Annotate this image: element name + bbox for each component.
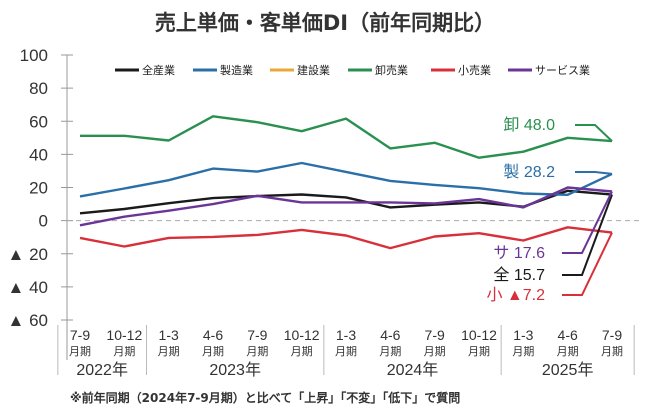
y-tick-label: 80 <box>29 79 48 98</box>
series-line <box>79 161 613 198</box>
y-tick-label: 0 <box>39 212 48 231</box>
x-tick-label: 1-3 <box>159 327 179 343</box>
axes: 100 80 60 40 20 0 ▲ 20 ▲ 40 ▲ 60 <box>8 46 640 360</box>
x-tick-label: 7-9 <box>247 327 267 343</box>
year-label: 2023年 <box>209 361 261 379</box>
x-tick-label: 1-3 <box>336 327 356 343</box>
leader-line <box>575 171 613 175</box>
footnote: ※前年同期（2024年7-9月期）と比べて「上昇」「不変」「低下」で質問 <box>70 390 460 405</box>
y-tick-label: 100 <box>20 46 48 65</box>
x-tick-sublabel: 月期 <box>601 345 623 358</box>
end-value-label: サ 17.6 <box>493 245 545 262</box>
leader-line <box>575 124 613 142</box>
x-tick-label: 7-9 <box>602 327 622 343</box>
legend-label: 卸売業 <box>375 63 408 77</box>
x-tick-label: 1-3 <box>513 327 533 343</box>
x-tick-label: 10-12 <box>284 327 320 343</box>
x-tick-sublabel: 月期 <box>69 345 91 358</box>
year-label: 2025年 <box>542 361 594 379</box>
x-tick-label: 7-9 <box>425 327 445 343</box>
x-tick-sublabel: 月期 <box>468 345 490 358</box>
y-tick-label: ▲ 60 <box>8 311 48 330</box>
x-tick-label: 4-6 <box>558 327 578 343</box>
x-tick-sublabel: 月期 <box>557 345 579 358</box>
x-tick-label: 10-12 <box>461 327 497 343</box>
x-tick-label: 4-6 <box>203 327 223 343</box>
end-value-label: 全 15.7 <box>493 266 545 284</box>
year-label: 2022年 <box>76 361 128 379</box>
series-line <box>80 115 613 159</box>
x-axis: 7-9 月期 10-12 月期 1-3 月期 4-6 月期 7-9 月期 10-12 月期 1-3 月期 4… <box>57 325 635 379</box>
legend-label: 小売業 <box>458 64 491 77</box>
legend-label: 全産業 <box>142 63 175 77</box>
y-tick-label: 40 <box>29 145 48 164</box>
chart-title: 売上単価・客単価DI（前年同期比） <box>155 11 495 35</box>
legend-label: 建設業 <box>297 63 330 77</box>
x-tick-label: 10-12 <box>106 327 142 343</box>
x-tick-sublabel: 月期 <box>512 345 534 358</box>
x-tick-sublabel: 月期 <box>424 345 446 358</box>
series-line <box>79 186 613 227</box>
leader-line <box>562 232 613 296</box>
x-tick-sublabel: 月期 <box>158 345 180 358</box>
x-tick-sublabel: 月期 <box>291 345 313 358</box>
y-tick-label: ▲ 20 <box>8 245 48 264</box>
y-tick-label: 60 <box>29 112 48 131</box>
x-tick-sublabel: 月期 <box>379 345 401 358</box>
y-tick-label: 20 <box>29 179 48 198</box>
x-tick-label: 4-6 <box>380 327 400 343</box>
x-tick-sublabel: 月期 <box>202 345 224 358</box>
legend-label: 製造業 <box>220 63 253 77</box>
y-tick-label: ▲ 40 <box>8 278 48 297</box>
year-label: 2024年 <box>387 361 439 379</box>
series-lines <box>79 115 613 250</box>
end-value-label: 製 28.2 <box>503 163 555 181</box>
end-value-label: 小 ▲7.2 <box>486 286 545 304</box>
leader-line <box>562 191 613 254</box>
x-tick-label: 7-9 <box>70 327 90 343</box>
leader-line <box>562 194 613 276</box>
legend: 全産業 製造業 建設業 卸売業 小売業 サービス業 <box>115 63 590 77</box>
series-line <box>79 226 613 250</box>
x-tick-sublabel: 月期 <box>246 345 268 358</box>
legend-label: サービス業 <box>535 64 590 77</box>
x-tick-sublabel: 月期 <box>335 345 357 358</box>
end-value-label: 卸 48.0 <box>503 116 555 134</box>
x-tick-sublabel: 月期 <box>113 345 135 358</box>
end-labels: 全 15.7 製 28.2 卸 48.0 小 ▲7.2 サ 17.6 <box>486 116 613 304</box>
